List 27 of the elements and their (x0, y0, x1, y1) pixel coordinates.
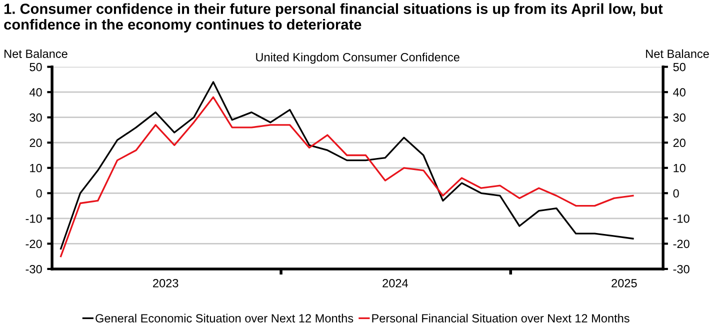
y-tick-label: 0 (36, 189, 42, 198)
y-tick-label: 10 (30, 164, 42, 172)
y2-tick-label: 10 (674, 164, 686, 172)
y-tick-label: -30 (26, 264, 42, 274)
y2-tick-label: 20 (673, 138, 686, 148)
y-tick-label: 20 (30, 138, 42, 148)
y2-tick-label: -10 (673, 214, 690, 223)
x-tick-label: 2024 (382, 278, 408, 288)
y2-tick-label: 40 (673, 88, 686, 96)
y2-tick-label: 30 (673, 113, 686, 122)
y-tick-label: 30 (30, 113, 42, 122)
y2-tick-label: 0 (673, 189, 679, 198)
chart-title: 1. Consumer confidence in their future personal financial situations is up from its April low, but confidence in the economy continues to deteriorate (4, 3, 663, 33)
y2-tick-label: -30 (673, 264, 690, 274)
y-tick-label: 50 (30, 62, 42, 72)
legend-label: General Economic Situation over Next 12 Months (96, 314, 354, 322)
y-tick-label: -10 (26, 214, 42, 223)
y2-tick-label: 50 (673, 62, 686, 72)
y2-tick-label: -20 (673, 240, 690, 248)
y-tick-label: 40 (29, 88, 42, 96)
y2-axis-title: Net Balance (646, 49, 709, 58)
x-tick-label: 2023 (153, 278, 178, 288)
y-axis-title: Net Balance (4, 49, 68, 58)
chart-subtitle: United Kingdom Consumer Confidence (256, 52, 460, 64)
legend-label: Personal Financial Situation over Next 12 Months (372, 314, 630, 322)
y-tick-label: -20 (26, 240, 42, 248)
x-tick-label: 2025 (612, 278, 637, 288)
